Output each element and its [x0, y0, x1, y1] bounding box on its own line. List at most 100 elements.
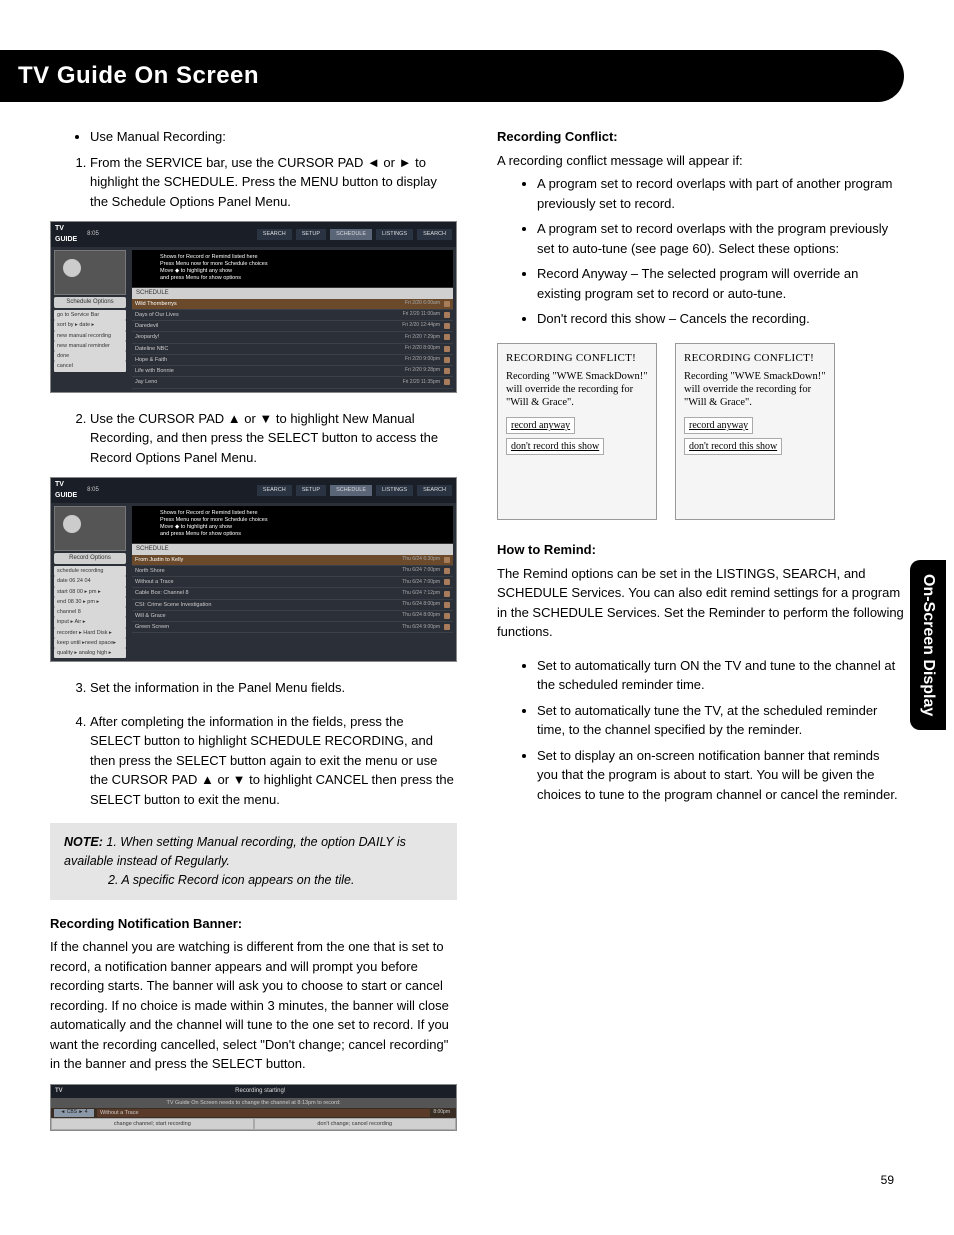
banner-channel: ◄ CBS ► 4 [54, 1109, 94, 1117]
schedule-row: North ShoreThu 6/24 7:00pm [132, 566, 453, 577]
conflict-btn-record: record anyway [684, 417, 753, 434]
section-tab: On-Screen Display [910, 560, 946, 730]
conflict-screenshots: RECORDING CONFLICT! Recording "WWE Smack… [497, 343, 904, 521]
conflict-btn-dont: don't record this show [506, 438, 604, 455]
panel-item: sort by ▸ date ▸ [54, 320, 126, 330]
conflict-btn-record: record anyway [506, 417, 575, 434]
banner-title: Recording starting! [69, 1087, 452, 1096]
schedule-row: Green ScreenThu 6/24 9:00pm [132, 622, 453, 633]
bullet-item: Set to display an on-screen notification… [537, 746, 904, 805]
banner-line: TV Guide On Screen needs to change the c… [51, 1098, 456, 1108]
conflict-btn-dont: don't record this show [684, 438, 782, 455]
left-column: Use Manual Recording: From the SERVICE b… [50, 127, 457, 1131]
schedule-row: Jay LenoFri 2/20 11:35pm [132, 377, 453, 388]
ss-info-line: and press Menu for show options [160, 275, 435, 282]
schedule-row: From Justin to KellyThu 6/24 6:30pm [132, 555, 453, 566]
ss1-info: Shows for Record or Remind listed herePr… [132, 250, 453, 288]
preview-thumb [54, 250, 126, 295]
step-4: After completing the information in the … [90, 712, 457, 810]
schedule-row: Cable Box: Channel 8Thu 6/24 7:12pm [132, 588, 453, 599]
schedule-row: Life with BonnieFri 2/20 9:28pm [132, 366, 453, 377]
step-2: Use the CURSOR PAD ▲ or ▼ to highlight N… [90, 409, 457, 468]
recording-conflict-heading: Recording Conflict: [497, 127, 904, 147]
panel-title: Record Options [54, 553, 126, 564]
ss-info-line: Press Menu now for more Schedule choices [160, 261, 435, 268]
bullet-item: Don't record this show – Cancels the rec… [537, 309, 904, 329]
step-3: Set the information in the Panel Menu fi… [90, 678, 457, 698]
schedule-row: Without a TraceThu 6/24 7:00pm [132, 577, 453, 588]
schedule-header: SCHEDULE [132, 288, 453, 299]
schedule-row: Days of Our LivesFri 2/20 11:00am [132, 310, 453, 321]
ss-info-line: and press Menu for show options [160, 531, 435, 538]
panel-item: schedule recording [54, 566, 126, 576]
ss-info-line: Shows for Record or Remind listed here [160, 254, 435, 261]
conflict-title: RECORDING CONFLICT! [684, 350, 826, 367]
bullet-item: Set to automatically turn ON the TV and … [537, 656, 904, 695]
ss-tab: LISTINGS [376, 485, 413, 495]
bullet-item: A program set to record overlaps with pa… [537, 174, 904, 213]
notification-banner-body: If the channel you are watching is diffe… [50, 937, 457, 1074]
panel-item: start 08 00 ▸ pm ▸ [54, 587, 126, 597]
ss-info-line: Move ◆ to highlight any show [160, 524, 435, 531]
bullet-item: Record Anyway – The selected program wil… [537, 264, 904, 303]
tvguide-logo: TV [55, 1087, 63, 1096]
content-columns: Use Manual Recording: From the SERVICE b… [50, 127, 904, 1131]
ss2-info: Shows for Record or Remind listed herePr… [132, 506, 453, 544]
note-line-1: 1. When setting Manual recording, the op… [64, 835, 406, 868]
recording-banner-screenshot: TV Recording starting! TV Guide On Scree… [50, 1084, 457, 1132]
banner-program: Without a Trace [97, 1109, 430, 1117]
intro-bullets: Use Manual Recording: [50, 127, 457, 147]
ss2-rows: From Justin to KellyThu 6/24 6:30pmNorth… [132, 555, 453, 659]
panel-item: input ▸ Air ▸ [54, 617, 126, 627]
page-number: 59 [50, 1171, 904, 1189]
bullet-item: Set to automatically tune the TV, at the… [537, 701, 904, 740]
preview-thumb [54, 506, 126, 551]
conflict-title: RECORDING CONFLICT! [506, 350, 648, 367]
panel-item: done [54, 351, 126, 361]
ss1-panel-items: go to Service Barsort by ▸ date ▸new man… [54, 310, 126, 372]
steps-list: From the SERVICE bar, use the CURSOR PAD… [50, 153, 457, 212]
schedule-row: Jeopardy!Fri 2/20 7:29pm [132, 332, 453, 343]
ss-tab: SEARCH [417, 485, 452, 495]
banner-btn-start: change channel; start recording [51, 1118, 254, 1130]
conflict-body: Recording "WWE SmackDown!" will override… [684, 370, 826, 409]
ss1-tabs: SEARCHSETUPSCHEDULELISTINGSSEARCH [257, 229, 452, 239]
page-title: TV Guide On Screen [18, 58, 886, 94]
ss-tab: SEARCH [257, 485, 292, 495]
notification-banner-heading: Recording Notification Banner: [50, 914, 457, 934]
panel-item: date 06 24 04 [54, 576, 126, 586]
schedule-row: Will & GraceThu 6/24 8:00pm [132, 611, 453, 622]
conflict-body: Recording "WWE SmackDown!" will override… [506, 370, 648, 409]
how-to-remind-heading: How to Remind: [497, 540, 904, 560]
remind-intro: The Remind options can be set in the LIS… [497, 564, 904, 642]
schedule-row: Hope & FaithFri 2/20 9:00pm [132, 355, 453, 366]
panel-item: go to Service Bar [54, 310, 126, 320]
conflict-box-1: RECORDING CONFLICT! Recording "WWE Smack… [497, 343, 657, 521]
panel-item: new manual recording [54, 331, 126, 341]
panel-item: keep until ▸need space▸ [54, 638, 126, 648]
schedule-options-screenshot: TVGUIDE 8:05 SEARCHSETUPSCHEDULELISTINGS… [50, 221, 457, 393]
record-options-screenshot: TVGUIDE 8:05 SEARCHSETUPSCHEDULELISTINGS… [50, 477, 457, 662]
schedule-row: Dateline NBCFri 2/20 8:00pm [132, 344, 453, 355]
step-1: From the SERVICE bar, use the CURSOR PAD… [90, 153, 457, 212]
ss-info-line: Press Menu now for more Schedule choices [160, 517, 435, 524]
conflict-bullets: A program set to record overlaps with pa… [497, 174, 904, 329]
ss2-tabs: SEARCHSETUPSCHEDULELISTINGSSEARCH [257, 485, 452, 495]
panel-item: channel 8 [54, 607, 126, 617]
ss1-rows: Wild ThornberrysFri 2/20 6:00amDays of O… [132, 299, 453, 389]
banner-time: 8:00pm [430, 1109, 453, 1117]
tvguide-logo: TVGUIDE [55, 480, 77, 501]
ss-tab: SCHEDULE [330, 229, 372, 239]
conflict-box-2: RECORDING CONFLICT! Recording "WWE Smack… [675, 343, 835, 521]
note-box: NOTE: 1. When setting Manual recording, … [50, 823, 457, 899]
title-bar: TV Guide On Screen [0, 50, 904, 102]
right-column: Recording Conflict: A recording conflict… [497, 127, 904, 1131]
panel-item: cancel [54, 361, 126, 371]
steps-list-2: Use the CURSOR PAD ▲ or ▼ to highlight N… [50, 409, 457, 468]
ss-tab: SEARCH [417, 229, 452, 239]
steps-list-3: Set the information in the Panel Menu fi… [50, 678, 457, 809]
conflict-intro: A recording conflict message will appear… [497, 151, 904, 171]
note-line-2: 2. A specific Record icon appears on the… [108, 871, 354, 890]
ss-tab: SETUP [296, 229, 326, 239]
ss-tab: SCHEDULE [330, 485, 372, 495]
